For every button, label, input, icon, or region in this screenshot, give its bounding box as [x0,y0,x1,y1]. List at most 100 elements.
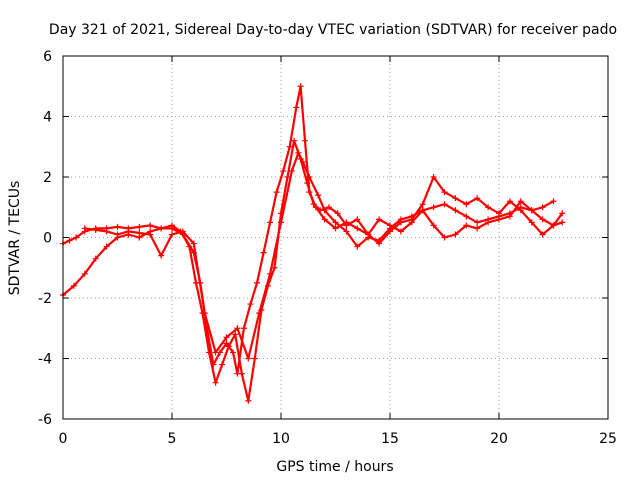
data-point [256,310,263,317]
data-point [136,223,143,230]
data-series-3 [81,149,557,362]
data-point [496,210,502,217]
data-point [158,252,165,259]
data-point [539,204,546,211]
series-line [61,139,564,402]
data-point [212,379,219,386]
data-point [286,143,293,150]
data-point [517,207,524,214]
data-point [517,198,524,205]
data-point [245,355,252,362]
y-tick-label: 2 [43,170,52,186]
data-point [66,237,73,244]
data-point [539,216,546,223]
data-point [103,228,110,235]
data-point [397,216,404,223]
data-point [496,216,502,223]
x-tick-label: 0 [59,431,68,447]
data-point [419,207,426,214]
data-point [354,243,361,250]
data-point [334,210,341,217]
y-tick-label: 6 [43,49,52,65]
data-point [550,222,557,229]
data-point [387,225,393,232]
data-point [485,219,492,226]
y-tick-label: -4 [38,352,52,368]
data-point [288,167,295,174]
data-point [245,397,252,404]
data-point [136,229,143,236]
data-point [528,219,535,226]
data-point [463,201,470,208]
data-point [408,213,415,220]
data-point [295,149,302,156]
data-layer [60,83,566,404]
data-point [92,226,99,233]
data-point [485,204,492,211]
data-point [365,234,372,241]
data-point [474,225,481,232]
data-point [267,219,274,226]
data-point [234,325,241,332]
data-point [223,334,230,341]
data-point [310,201,317,208]
y-axis-label: SDTVAR / TECUs [7,181,23,296]
data-point [430,174,437,180]
grid-lines [63,56,608,419]
data-point [179,228,186,235]
plot-frame [62,55,609,420]
data-point [441,201,448,208]
data-point [212,349,219,356]
data-point [419,201,426,208]
data-point [125,228,132,235]
x-tick-label: 10 [272,431,290,447]
data-point [506,198,513,205]
data-point [354,216,361,223]
data-point [70,282,77,289]
data-point [81,225,88,232]
data-series-2 [60,137,566,404]
data-point [293,104,300,111]
data-point [219,361,226,368]
data-point [147,222,154,229]
data-series-1 [60,83,566,377]
data-point [280,167,287,174]
data-point [332,225,339,232]
x-tick-label: 15 [381,431,399,447]
data-point [321,216,328,223]
data-point [559,210,566,217]
data-point [223,340,230,347]
x-tick-label: 25 [599,431,617,447]
data-point [232,331,239,338]
x-axis-label: GPS time / hours [276,459,393,475]
chart-title: Day 321 of 2021, Sidereal Day-to-day VTE… [49,22,617,38]
data-point [240,325,247,332]
data-point [267,270,274,277]
data-point [201,310,208,317]
data-point [474,195,481,202]
data-point [190,240,197,247]
data-point [441,189,448,196]
data-point [230,349,237,356]
data-point [297,83,304,90]
data-point [254,279,261,286]
data-point [114,231,121,238]
data-point [343,222,350,229]
data-point [251,355,258,362]
data-point [291,137,298,144]
data-point [169,231,175,238]
y-tick-label: 4 [43,110,52,126]
data-point [238,370,245,377]
y-tick-label: -6 [38,412,52,428]
data-point [452,231,459,238]
data-point [92,255,99,262]
data-point [169,222,175,229]
data-point [463,222,470,229]
data-point [260,249,267,256]
data-point [192,279,199,286]
data-point [430,222,437,229]
data-point [452,207,459,214]
data-point [306,174,313,180]
data-point [73,234,80,241]
data-point [273,189,280,196]
